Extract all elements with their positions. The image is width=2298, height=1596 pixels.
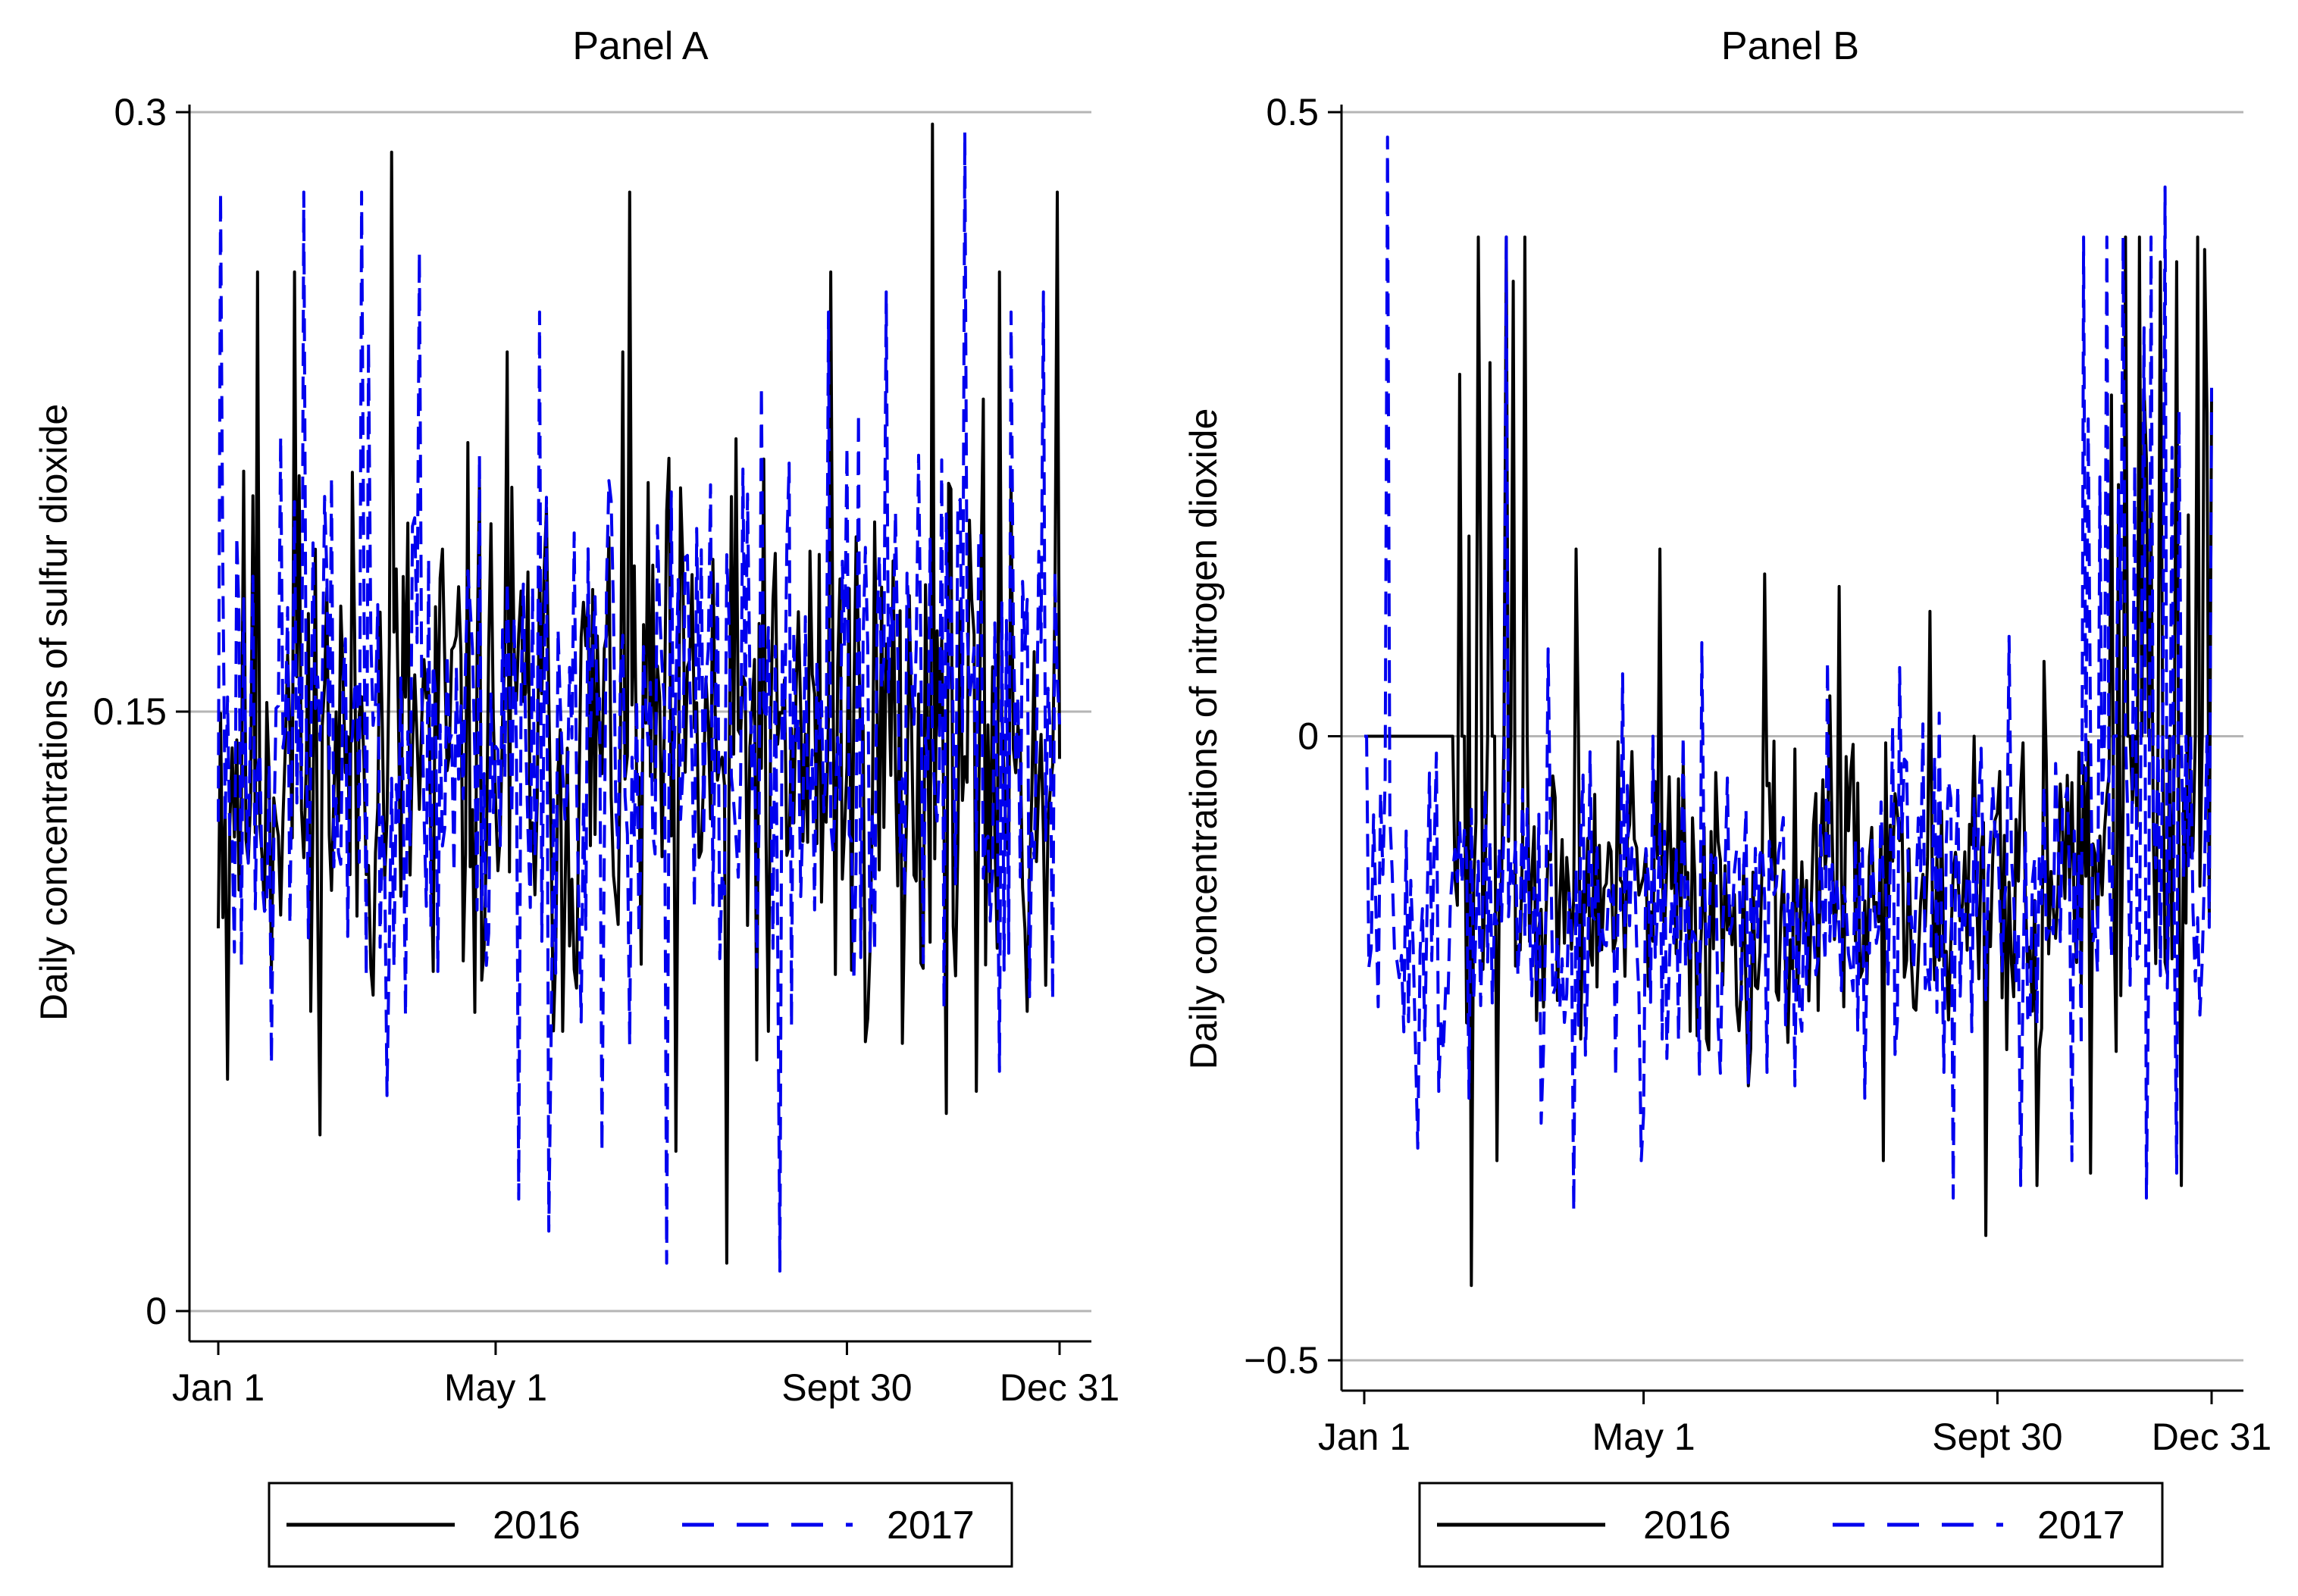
panel-a-y-tick-label-0: 0	[146, 1290, 167, 1332]
panel-a-title: Panel A	[572, 24, 709, 68]
panel-b-legend: 2016 2017	[1418, 1482, 2164, 1568]
panel-a-legend-label-2016: 2016	[493, 1504, 581, 1547]
panel-b-series-line-2017	[1364, 135, 2213, 1213]
panel-a-y-tick-label-1: 0.15	[93, 690, 167, 733]
panel-a-series	[217, 122, 1061, 1273]
panel-b-x-tick-label-0: Jan 1	[1318, 1416, 1410, 1458]
panel-b-axes: −0.5 0 0.5 Jan 1 May 1 Sept 30 Dec 31	[1244, 91, 2271, 1458]
panel-b-legend-label-2016: 2016	[1643, 1504, 1731, 1547]
panel-b-y-axis-title: Daily concentrations of nitrogen dioxide	[1182, 408, 1225, 1070]
panel-a-x-tick-label-3: Dec 31	[1000, 1366, 1119, 1409]
panel-b-y-tick-label-0: −0.5	[1244, 1339, 1319, 1382]
panel-a-x-tick-label-1: May 1	[444, 1366, 547, 1409]
panel-a-x-tick-label-0: Jan 1	[172, 1366, 265, 1409]
panel-b-title: Panel B	[1721, 24, 1859, 68]
panel-a-x-tick-label-2: Sept 30	[781, 1366, 912, 1409]
panel-b-x-tick-label-1: May 1	[1592, 1416, 1695, 1458]
panel-b-x-tick-label-2: Sept 30	[1932, 1416, 2062, 1458]
panel-b-y-tick-label-1: 0	[1298, 715, 1319, 758]
panel-b-x-tick-label-3: Dec 31	[2152, 1416, 2271, 1458]
panel-b-y-tick-label-2: 0.5	[1266, 91, 1319, 133]
panel-b-series	[1364, 135, 2213, 1288]
panel-a-axes: 0 0.15 0.3 Jan 1 May 1 Sept 30 Dec 31	[93, 91, 1120, 1409]
panel-a-series-line-2016	[217, 122, 1061, 1265]
panel-b-legend-label-2017: 2017	[2037, 1504, 2125, 1547]
panel-a-series-line-2017	[217, 130, 1061, 1273]
panel-a-legend-box	[268, 1482, 1013, 1568]
panel-a-legend: 2016 2017	[268, 1482, 1013, 1568]
panel-a-y-tick-label-2: 0.3	[114, 91, 167, 133]
panel-a-y-axis-title: Daily concentrations of sulfur dioxide	[33, 404, 75, 1021]
panel-a-legend-label-2017: 2017	[887, 1504, 975, 1547]
